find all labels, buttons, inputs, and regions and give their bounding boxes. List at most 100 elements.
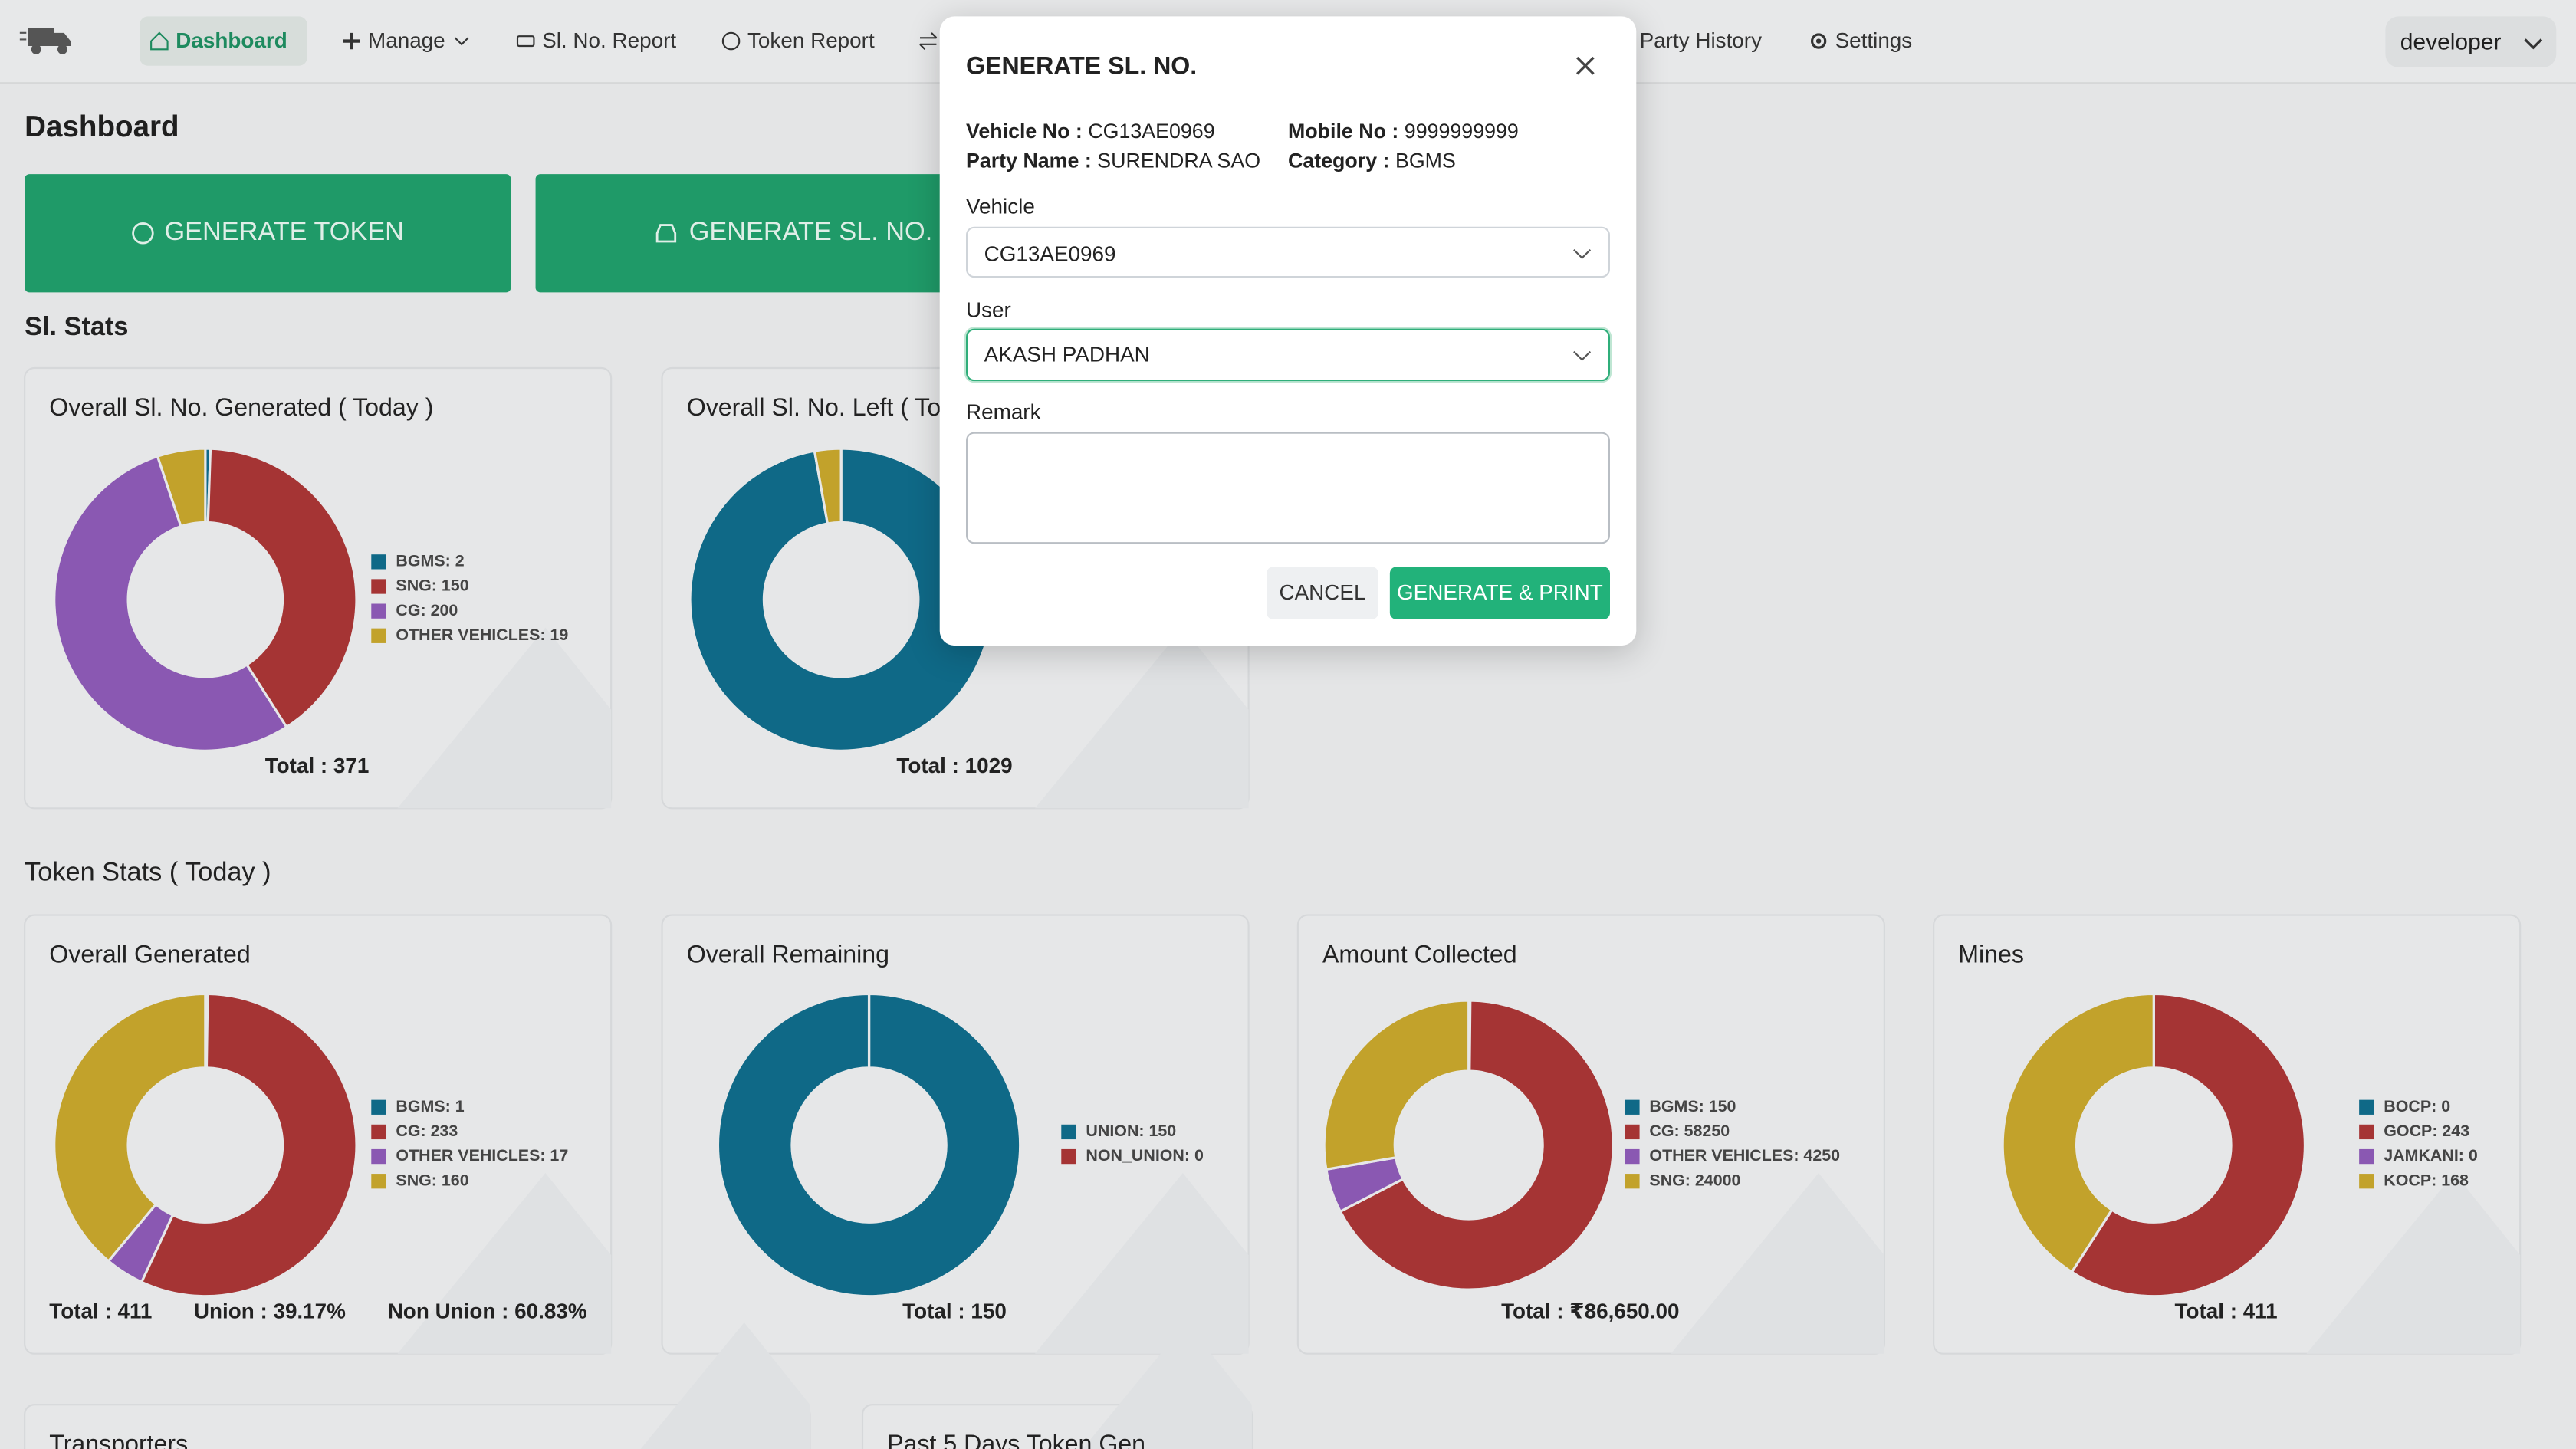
icon — [1573, 248, 1592, 259]
legend-label: SNG: 160 — [396, 1171, 468, 1189]
legend-label: NON_UNION: 0 — [1086, 1146, 1204, 1165]
info-value: CG13AE0969 — [1088, 120, 1215, 143]
card — [24, 1404, 811, 1449]
chart-footer: Non Union : 60.83% — [388, 1300, 587, 1323]
user-select[interactable]: AKASH PADHAN — [966, 328, 1610, 382]
field-label: Remark — [966, 399, 1041, 424]
info-label: Party Name : — [966, 150, 1092, 172]
remark-textarea[interactable] — [966, 432, 1610, 544]
cancel-button[interactable]: CANCEL — [1267, 567, 1378, 619]
nav-token-report[interactable]: Token Report — [711, 16, 885, 65]
close-button[interactable] — [1574, 54, 1597, 77]
icon — [343, 32, 360, 50]
legend-swatch — [1625, 1148, 1640, 1165]
donut-slice — [1322, 999, 1470, 1171]
legend-label: BGMS: 2 — [396, 552, 464, 570]
user-menu[interactable]: developer — [2385, 16, 2557, 67]
nav-label: Party History — [1639, 28, 1763, 53]
chart-footer: Total : ₹86,650.00 — [1501, 1300, 1679, 1323]
legend-label: SNG: 150 — [396, 577, 468, 595]
legend-label: OTHER VEHICLES: 17 — [396, 1146, 568, 1165]
legend-label: OTHER VEHICLES: 19 — [396, 626, 568, 644]
generate-print-button[interactable]: GENERATE & PRINT — [1389, 567, 1610, 619]
chart-title: Amount Collected — [1322, 941, 1517, 968]
icon — [2524, 38, 2543, 50]
donut-slice — [1339, 999, 1615, 1291]
icon — [1810, 33, 1827, 49]
legend-label: OTHER VEHICLES: 4250 — [1649, 1146, 1840, 1165]
generate-token-button[interactable]: GENERATE TOKEN — [25, 174, 511, 293]
card-watermark — [1035, 627, 1249, 809]
nav-sl-report[interactable]: Sl. No. Report — [506, 16, 686, 65]
donut-slice — [53, 455, 289, 752]
legend-swatch — [1061, 1148, 1076, 1165]
info-row: Party Name : SURENDRA SAO — [966, 150, 1260, 172]
card-watermark — [1083, 1322, 1252, 1449]
user-name: developer — [2400, 28, 2502, 54]
nav-label: Settings — [1835, 28, 1913, 53]
icon — [656, 224, 677, 243]
legend-swatch — [371, 1124, 386, 1140]
legend-swatch — [371, 603, 386, 619]
donut-slice — [716, 992, 1022, 1298]
donut-slice — [206, 447, 358, 729]
chart-footer: Total : 371 — [265, 754, 370, 777]
legend-swatch — [371, 1148, 386, 1165]
donut-slice — [156, 447, 207, 528]
icon — [454, 37, 469, 46]
chart-title: Overall Generated — [49, 941, 251, 968]
info-row: Vehicle No : CG13AE0969 — [966, 120, 1215, 143]
nav-party-history[interactable]: Party History — [1630, 16, 1772, 65]
legend-label: CG: 233 — [396, 1122, 458, 1140]
chart-footer: Total : 1029 — [896, 754, 1012, 777]
info-label: Mobile No : — [1288, 120, 1399, 143]
nav-label: Token Report — [747, 28, 875, 53]
card-watermark — [397, 1173, 612, 1354]
legend-swatch — [1625, 1099, 1640, 1115]
legend-label: CG: 58250 — [1649, 1122, 1730, 1140]
legend-swatch — [1625, 1124, 1640, 1140]
chart-footer: Union : 39.17% — [194, 1300, 346, 1323]
vehicle-select[interactable]: CG13AE0969 — [966, 226, 1610, 278]
legend-swatch — [371, 628, 386, 643]
nav-manage[interactable]: Manage — [332, 16, 481, 65]
legend-label: CG: 200 — [396, 601, 458, 619]
donut-slice — [2070, 992, 2307, 1298]
chart-title: Overall Sl. No. Generated ( Today ) — [49, 393, 433, 421]
icon — [132, 222, 154, 245]
info-label: Category : — [1288, 150, 1390, 172]
legend-label: UNION: 150 — [1086, 1122, 1176, 1140]
field-label: User — [966, 297, 1011, 322]
field-label: Vehicle — [966, 193, 1035, 219]
icon — [516, 35, 535, 48]
info-value: 9999999999 — [1404, 120, 1519, 143]
info-value: BGMS — [1395, 150, 1456, 172]
donut-slice — [2001, 992, 2155, 1274]
card-watermark — [2306, 1173, 2521, 1354]
card-watermark — [640, 1322, 810, 1449]
select-value: AKASH PADHAN — [984, 341, 1150, 366]
logo — [19, 28, 71, 54]
nav-other[interactable] — [909, 16, 948, 65]
chart-title: Mines — [1958, 941, 2024, 968]
icon — [150, 31, 169, 51]
info-row: Category : BGMS — [1288, 150, 1456, 172]
card-title: Transporters — [49, 1430, 188, 1449]
card-watermark — [1671, 1173, 1884, 1354]
legend-swatch — [371, 1099, 386, 1115]
legend-label: BOCP: 0 — [2384, 1097, 2450, 1116]
card-watermark — [397, 627, 612, 809]
section-title: Sl. Stats — [25, 314, 129, 342]
nav-settings[interactable]: Settings — [1799, 16, 1922, 65]
legend-swatch — [2359, 1099, 2374, 1115]
legend-swatch — [371, 579, 386, 594]
button-label: GENERATE SL. NO. — [688, 219, 933, 247]
nav-label: Sl. No. Report — [542, 28, 677, 53]
card-title: Past 5 Days Token Gen — [887, 1430, 1145, 1449]
legend-label: KOCP: 168 — [2384, 1171, 2469, 1189]
info-value: SURENDRA SAO — [1097, 150, 1261, 172]
nav-dashboard[interactable]: Dashboard — [140, 16, 307, 66]
legend-label: BGMS: 1 — [396, 1097, 464, 1116]
chart-title: Overall Remaining — [687, 941, 889, 968]
modal: GENERATE SL. NO. Vehicle No : CG13AE0969… — [939, 16, 1637, 646]
